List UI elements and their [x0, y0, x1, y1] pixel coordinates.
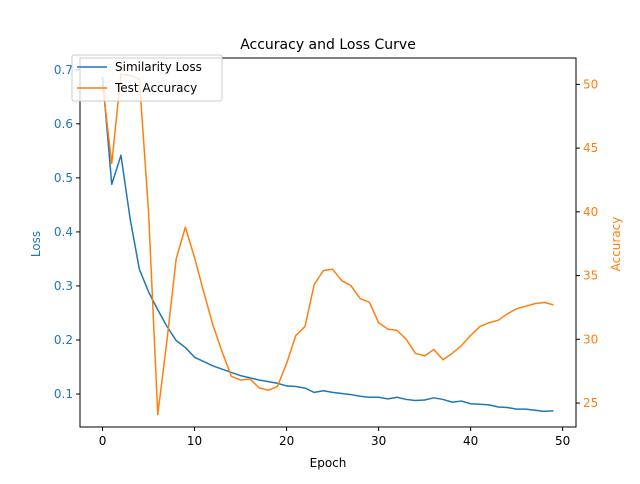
- y-right-tick-label: 25: [583, 396, 598, 410]
- y-right-tick-label: 35: [583, 269, 598, 283]
- y-left-tick-label: 0.3: [54, 279, 73, 293]
- legend-box: [71, 54, 223, 102]
- x-tick-label: 40: [463, 434, 478, 448]
- y-right-tick-label: 45: [583, 141, 598, 155]
- x-tick-label: 30: [371, 434, 386, 448]
- x-axis: 0 10 20 30 40 50: [99, 427, 570, 448]
- y-left-tick-label: 0.5: [54, 171, 73, 185]
- y-left-tick-label: 0.1: [54, 387, 73, 401]
- y-left-tick-label: 0.7: [54, 63, 73, 77]
- x-tick-label: 20: [279, 434, 294, 448]
- plot-frame: [79, 57, 577, 428]
- y-axis-left: 0.1 0.2 0.3 0.4 0.5 0.6 0.7: [54, 63, 80, 401]
- y-left-tick-label: 0.4: [54, 225, 73, 239]
- legend-label-similarity-loss: Similarity Loss: [115, 60, 202, 74]
- series-line-test-accuracy: [101, 73, 554, 416]
- y-right-tick-label: 40: [583, 205, 598, 219]
- y-left-tick-label: 0.6: [54, 117, 73, 131]
- y-axis-left-label: Loss: [29, 231, 43, 257]
- x-tick-label: 0: [99, 434, 107, 448]
- legend: Similarity Loss Test Accuracy: [71, 54, 223, 102]
- y-axis-right: 25 30 35 40 45 50: [576, 77, 598, 410]
- y-axis-right-label: Accuracy: [609, 217, 623, 272]
- y-right-tick-label: 50: [583, 77, 598, 91]
- y-right-tick-label: 30: [583, 332, 598, 346]
- chart-title: Accuracy and Loss Curve: [240, 37, 416, 53]
- series-line-similarity-loss: [101, 76, 554, 413]
- plot-lines: [101, 73, 554, 416]
- x-tick-label: 10: [187, 434, 202, 448]
- y-left-tick-label: 0.2: [54, 333, 73, 347]
- legend-label-test-accuracy: Test Accuracy: [114, 81, 197, 95]
- x-tick-label: 50: [555, 434, 570, 448]
- x-axis-label: Epoch: [310, 456, 347, 470]
